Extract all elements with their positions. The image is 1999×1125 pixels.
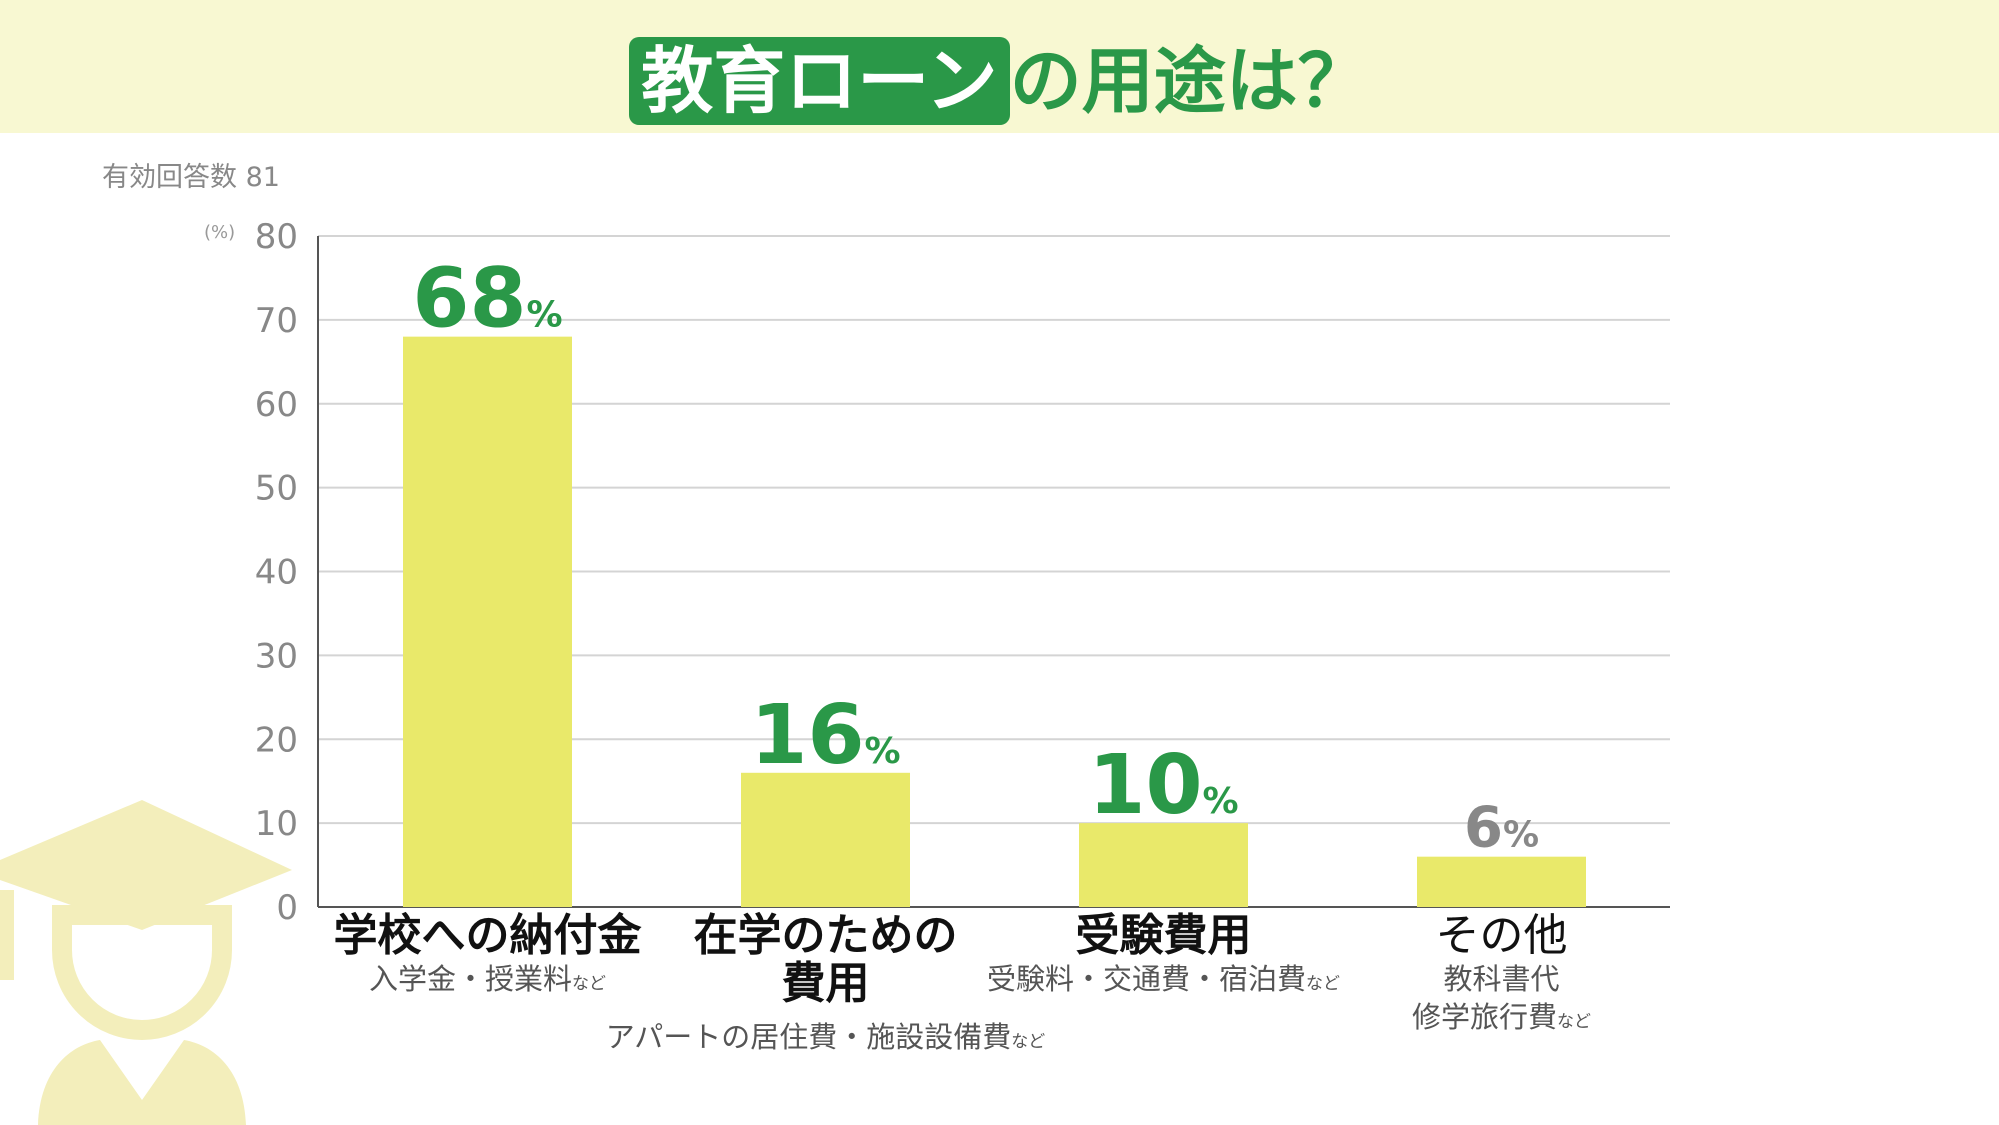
respondent-count: 有効回答数 81: [102, 162, 280, 193]
y-axis-unit: (%): [204, 222, 236, 243]
value-number: 10: [1088, 738, 1202, 833]
value-number: 6: [1464, 796, 1503, 861]
value-percent: %: [1203, 781, 1239, 822]
category-detail: 教科書代: [1443, 962, 1560, 996]
category-detail: 修学旅行費など: [1411, 1000, 1592, 1034]
category-name: その他: [1435, 910, 1568, 961]
y-tick-label: 30: [255, 636, 298, 676]
category-label: 受験費用 受験料・交通費・宿泊費など: [987, 912, 1340, 1003]
value-number: 68: [412, 252, 526, 347]
value-number: 16: [750, 688, 864, 783]
y-tick-label: 10: [255, 804, 298, 844]
title-highlight: 教育ローン: [629, 37, 1010, 125]
y-tick-label: 50: [255, 469, 298, 509]
category-label: 在学のための 費用アパートの居住費・施設設備費など: [606, 912, 1045, 1061]
value-percent: %: [1503, 815, 1539, 856]
title-rest: の用途は？: [1009, 39, 1370, 123]
category-detail: 受験料・交通費・宿泊費など: [986, 962, 1341, 996]
category-label: その他 教科書代修学旅行費など: [1412, 912, 1591, 1041]
bar: [1417, 856, 1586, 907]
value-label: 6%: [1464, 796, 1539, 861]
category-detail: 入学金・授業料など: [368, 962, 606, 996]
value-label: 68%: [412, 252, 562, 347]
chart-title: 教育ローン の用途は？: [0, 22, 1999, 127]
graduation-cap-person-icon: [0, 800, 292, 1125]
category-name: 費用: [781, 958, 870, 1009]
category-detail: アパートの居住費・施設設備費など: [605, 1020, 1046, 1054]
category-label: 学校への納付金 入学金・授業料など: [334, 912, 642, 1003]
value-percent: %: [527, 295, 563, 336]
value-label: 16%: [750, 688, 900, 783]
category-name: 在学のための: [693, 910, 958, 961]
category-name: 受験費用: [1075, 910, 1252, 961]
y-tick-label: 40: [255, 553, 298, 593]
value-percent: %: [865, 731, 901, 772]
y-tick-label: 80: [255, 217, 298, 257]
y-tick-label: 0: [276, 888, 298, 928]
bar: [1079, 823, 1248, 907]
bar: [403, 336, 572, 907]
bar: [741, 772, 910, 907]
y-tick-label: 20: [255, 720, 298, 760]
y-tick-label: 70: [255, 301, 298, 341]
y-tick-label: 60: [255, 385, 298, 425]
value-label: 10%: [1088, 738, 1238, 833]
category-name: 学校への納付金: [333, 910, 642, 961]
